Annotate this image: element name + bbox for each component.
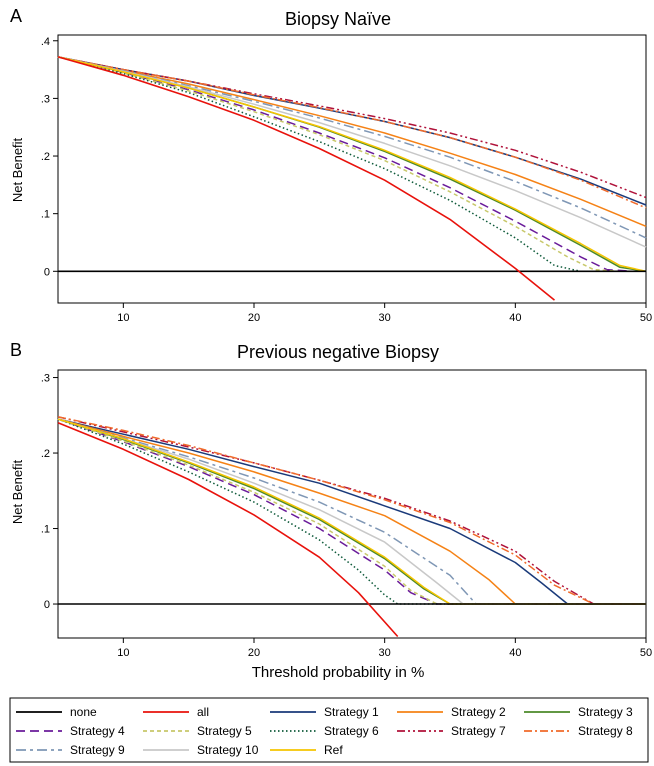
panel-a-xtick-label: 20 [248,312,260,324]
panel-a-axes: 10 20 30 40 50 .4 .3 .2 .1 0 [41,36,652,324]
panel-b-series-strategy-5 [57,418,646,605]
panel-b-frame [57,369,647,639]
panel-a-xtick-label: 50 [640,312,652,324]
panel-b-series-strategy-2 [57,418,646,605]
panel-b-series-strategy-10 [57,418,646,605]
legend-label-strategy-5: Strategy 5 [197,724,252,738]
legend-label-all: all [197,705,209,719]
panel-a-series-strategy-4 [57,56,633,273]
panel-b-series-strategy-9 [57,418,646,605]
legend-label-strategy-9: Strategy 9 [70,743,125,757]
legend-label-none: none [70,705,97,719]
panel-a-series-strategy-6 [57,56,581,273]
legend-label-strategy-7: Strategy 7 [451,724,506,738]
panel-a-series-strategy-7 [57,56,647,199]
panel-a-ytick-label: .2 [41,151,50,163]
panel-b-series-all [57,422,399,638]
panel-a-series-strategy-8 [57,56,647,209]
panel-a-ytick-label: 0 [44,266,50,278]
panel-b-ylabel: Net Benefit [10,459,25,524]
panel-b-xtick-label: 20 [248,647,260,659]
panel-a-ytick-label: .1 [41,209,50,221]
legend-label-strategy-8: Strategy 8 [578,724,633,738]
panel-b-series-strategy-1 [57,418,646,605]
panel-b-xtick-label: 50 [640,647,652,659]
panel-a-title: Biopsy Naïve [285,9,391,29]
panel-a: A Biopsy Naïve Net Benefit 10 20 30 40 50 .4.… [10,6,652,324]
legend-label-ref: Ref [324,743,343,757]
panel-a-series-strategy-2 [57,56,647,227]
panel-b-ytick-label: .1 [41,524,50,536]
panel-a-xtick-label: 30 [379,312,391,324]
panel-b-ytick-label: .2 [41,448,50,460]
panel-a-xtick-label: 10 [117,312,129,324]
panel-a-ytick-label: .3 [41,93,50,105]
panel-b-axes: 10 20 30 40 50 .3 .2 .1 0 [41,373,652,659]
panel-a-frame [57,34,647,304]
panel-a-series-all [57,56,556,301]
legend-items: none all Strategy 1 Strategy 2 Strategy 3 Str… [16,705,633,757]
panel-b-title: Previous negative Biopsy [237,342,439,362]
panel-a-lines [57,56,647,301]
panel-label-a: A [10,6,22,26]
x-axis-title: Threshold probability in % [252,664,425,681]
panel-b-series-strategy-8 [57,416,646,605]
legend-label-strategy-10: Strategy 10 [197,743,259,757]
panel-a-series-strategy-9 [57,56,647,239]
panel-b: B Previous negative Biopsy Net Benefit 1… [10,340,652,681]
panel-a-xtick-label: 40 [509,312,521,324]
panel-b-series-ref [57,418,646,605]
legend-label-strategy-3: Strategy 3 [578,705,633,719]
panel-b-xtick-label: 10 [117,647,129,659]
panel-a-ytick-label: .4 [41,36,50,48]
legend-label-strategy-6: Strategy 6 [324,724,379,738]
panel-b-xtick-label: 30 [379,647,391,659]
legend-label-strategy-1: Strategy 1 [324,705,379,719]
panel-a-series-strategy-5 [57,56,620,273]
panel-b-series-strategy-6 [57,418,646,605]
panel-b-ytick-label: .3 [41,373,50,385]
panel-a-series-strategy-10 [57,56,647,248]
panel-label-b: B [10,340,22,360]
legend-label-strategy-2: Strategy 2 [451,705,506,719]
panel-b-series-strategy-7 [57,416,646,605]
panel-b-lines [57,416,646,638]
legend-label-strategy-4: Strategy 4 [70,724,125,738]
legend: none all Strategy 1 Strategy 2 Strategy 3 Str… [9,697,649,763]
panel-a-series-ref [57,56,647,273]
legend-box [9,697,649,763]
panel-b-xtick-label: 40 [509,647,521,659]
panel-b-ytick-label: 0 [44,599,50,611]
panel-a-ylabel: Net Benefit [10,137,25,202]
